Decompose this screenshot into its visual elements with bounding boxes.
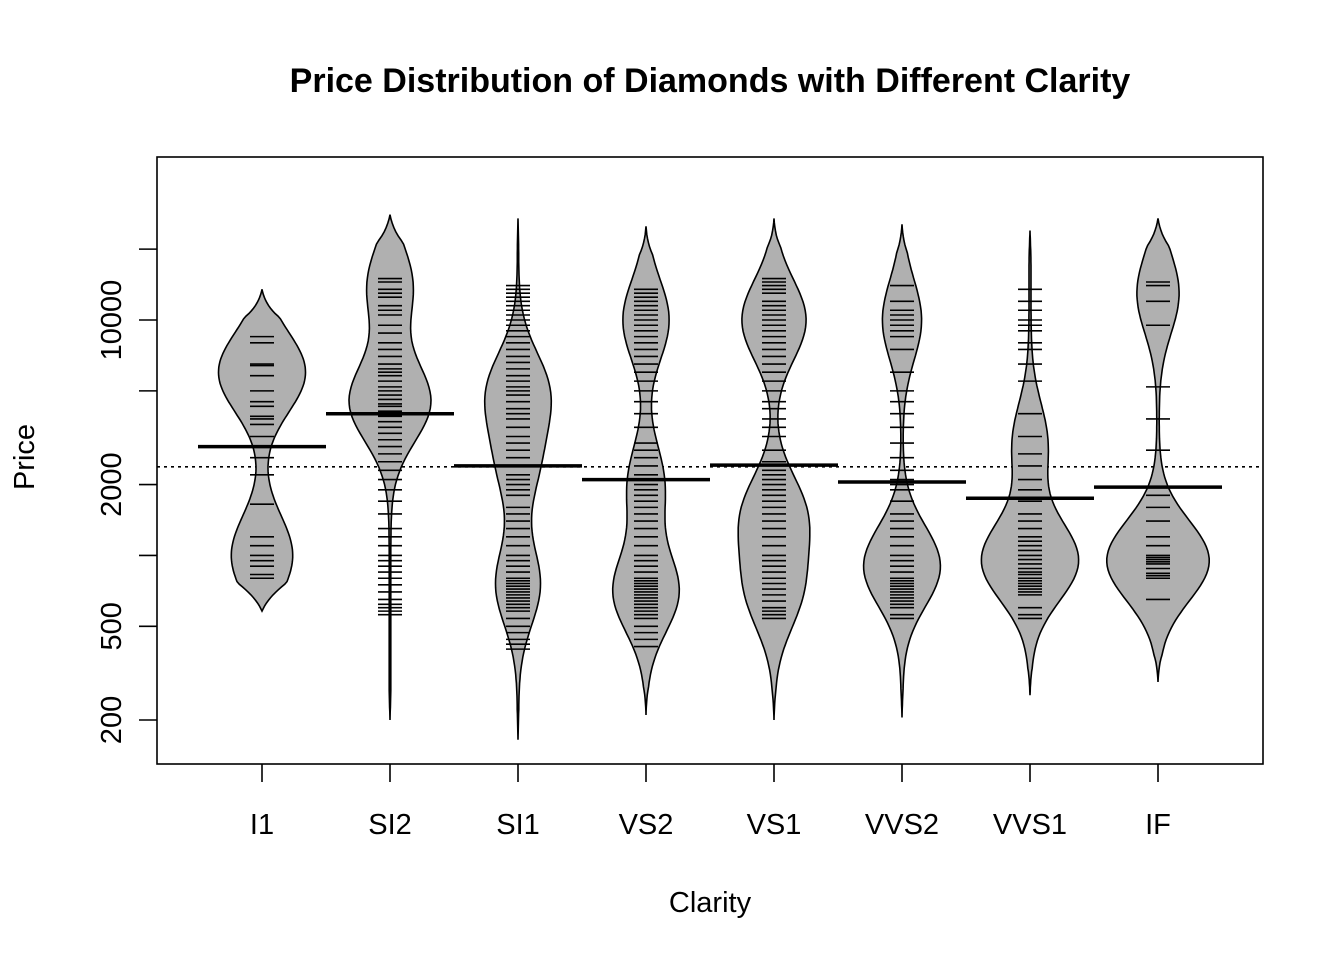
x-tick-label: VS2 — [619, 809, 674, 841]
x-tick-label: SI1 — [496, 809, 540, 841]
ticks-layer — [198, 277, 1222, 650]
bean-si2 — [348, 214, 432, 721]
y-tick-label: 10000 — [96, 280, 128, 361]
x-tick-label: I1 — [250, 809, 274, 841]
y-axis-label: Price — [9, 424, 41, 490]
y-axis: 200 500 2000 10000 — [96, 248, 157, 744]
bean-i1 — [217, 289, 307, 613]
chart-title: Price Distribution of Diamonds with Diff… — [290, 62, 1131, 100]
y-tick-label: 500 — [96, 602, 128, 650]
bean-vvs1 — [980, 230, 1080, 696]
x-tick-label: VVS1 — [993, 809, 1067, 841]
x-tick-label: VVS2 — [865, 809, 939, 841]
y-tick-label: 2000 — [96, 452, 128, 517]
plot-frame — [156, 156, 1264, 765]
y-tick-label: 200 — [96, 696, 128, 744]
x-tick-label: IF — [1145, 809, 1171, 841]
bean-vs1 — [737, 218, 811, 721]
bean-vs2 — [611, 226, 681, 716]
x-tick-label: VS1 — [747, 809, 802, 841]
x-tick-label: SI2 — [368, 809, 412, 841]
x-axis: I1 SI2 SI1 VS2 VS1 VVS2 VVS1 IF — [250, 764, 1171, 841]
beans-layer — [157, 214, 1263, 740]
x-axis-label: Clarity — [669, 887, 752, 919]
